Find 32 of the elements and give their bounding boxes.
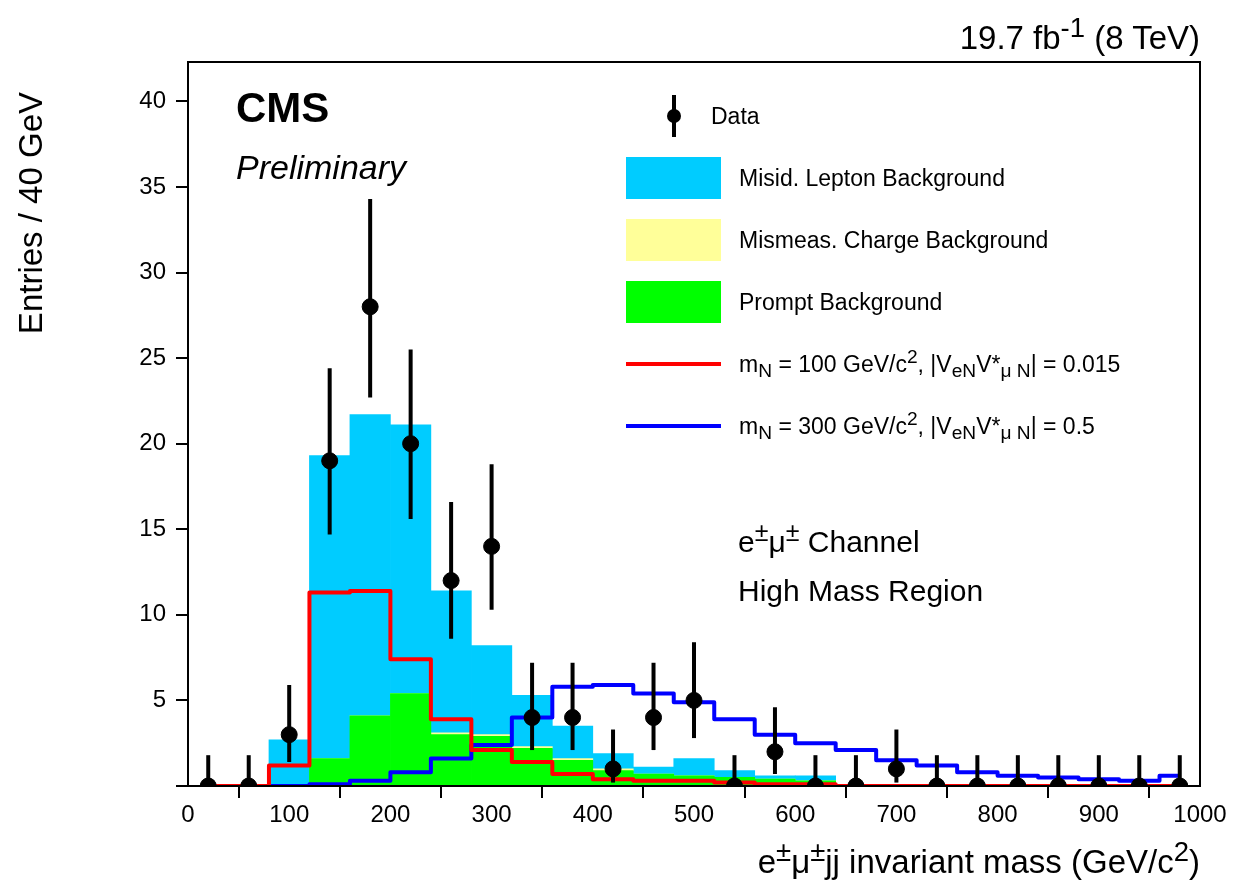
y-tick-label: 5 <box>152 685 166 713</box>
x-tick-label: 300 <box>471 800 512 828</box>
annotation: High Mass Region <box>738 574 984 608</box>
text: m$_{N}$ = 300 GeV/c$^{2}$, |V$_{eN}$V*$_{μ N}$| = 0.5 <box>739 407 1095 444</box>
legend-label: Data <box>711 102 760 130</box>
x-tick-label: 500 <box>673 800 715 828</box>
chart-title: 19.7 fb$^{-1}$ (8 TeV) <box>959 12 1200 57</box>
x-axis-title: e$^{±}$μ$^{±}$jj invariant mass (GeV/c$^{2}$) <box>757 836 1200 881</box>
y-tick-label: 40 <box>139 85 166 113</box>
x-tick-label: 800 <box>977 800 1018 828</box>
annotation: CMS <box>236 84 330 132</box>
legend-label: Mismeas. Charge Background <box>739 226 1049 254</box>
x-tick-label: 1000 <box>1173 800 1227 828</box>
x-tick-label: 600 <box>775 800 816 828</box>
y-tick-label: 30 <box>139 257 166 285</box>
y-tick-label: 10 <box>139 599 166 627</box>
legend-label: Prompt Background <box>739 288 943 316</box>
x-tick-label: 400 <box>572 800 613 828</box>
y-tick-label: 35 <box>139 171 166 199</box>
y-tick-label: 15 <box>139 513 166 541</box>
y-tick-label: 20 <box>139 428 166 456</box>
x-tick-label: 100 <box>269 800 310 828</box>
text: m$_{N}$ = 100 GeV/c$^{2}$, |V$_{eN}$V*$_{μ N}$| = 0.015 <box>739 345 1121 382</box>
y-axis-title: Entries / 40 GeV <box>12 92 50 335</box>
x-tick-label: 200 <box>370 800 411 828</box>
y-tick-label: 25 <box>139 342 166 370</box>
legend-label: Misid. Lepton Background <box>739 164 1005 192</box>
annotation: Preliminary <box>236 148 407 187</box>
x-tick-label: 700 <box>876 800 917 828</box>
annotation: e$^{±}$μ$^{±}$ Channel <box>738 518 920 559</box>
x-tick-label: 900 <box>1078 800 1119 828</box>
x-tick-label: 0 <box>181 800 195 828</box>
